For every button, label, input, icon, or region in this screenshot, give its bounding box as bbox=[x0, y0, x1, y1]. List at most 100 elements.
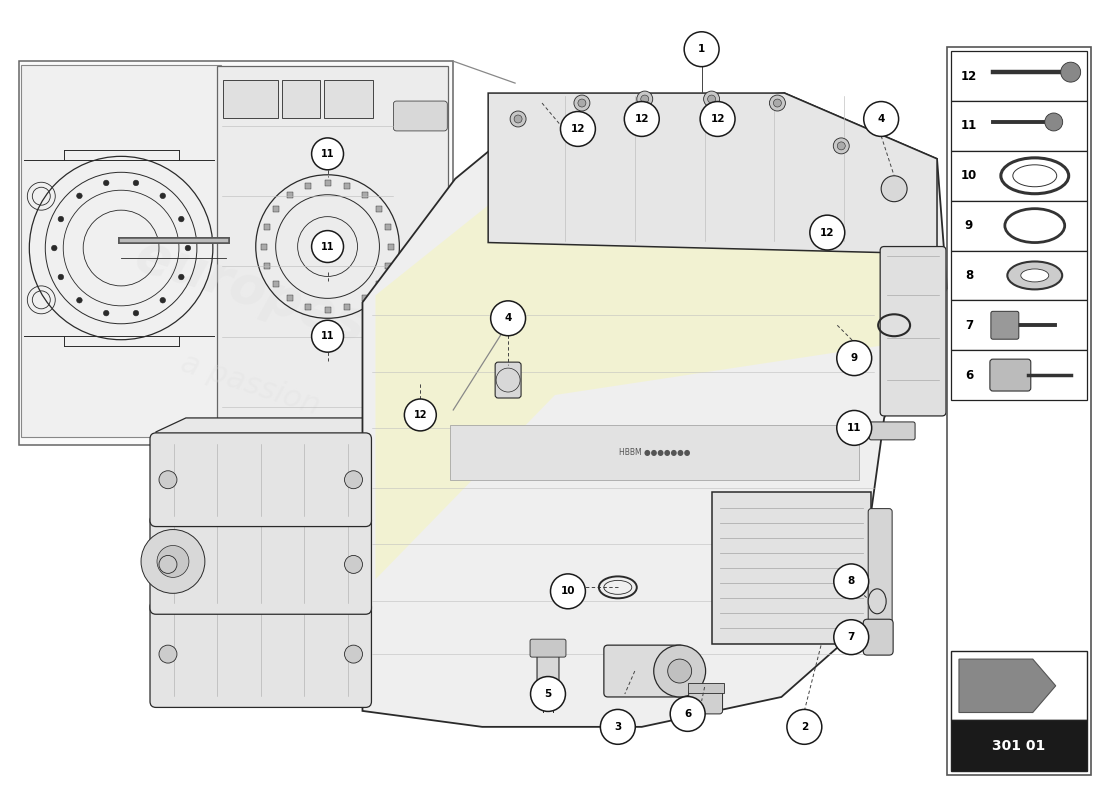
FancyBboxPatch shape bbox=[991, 311, 1019, 339]
Ellipse shape bbox=[868, 589, 887, 614]
Circle shape bbox=[574, 95, 590, 111]
Circle shape bbox=[769, 95, 785, 111]
Text: HBBM ●●●●●●●: HBBM ●●●●●●● bbox=[619, 448, 691, 458]
Text: 6: 6 bbox=[965, 369, 974, 382]
Circle shape bbox=[141, 530, 205, 594]
FancyBboxPatch shape bbox=[150, 514, 372, 614]
FancyBboxPatch shape bbox=[990, 359, 1031, 391]
FancyBboxPatch shape bbox=[21, 65, 221, 437]
Circle shape bbox=[344, 645, 363, 663]
FancyBboxPatch shape bbox=[394, 332, 448, 362]
Circle shape bbox=[344, 470, 363, 489]
Circle shape bbox=[160, 555, 177, 574]
FancyBboxPatch shape bbox=[530, 639, 566, 657]
FancyBboxPatch shape bbox=[150, 601, 372, 707]
FancyBboxPatch shape bbox=[323, 80, 373, 118]
Polygon shape bbox=[363, 93, 947, 727]
FancyBboxPatch shape bbox=[394, 101, 448, 131]
FancyBboxPatch shape bbox=[880, 246, 946, 416]
Circle shape bbox=[157, 546, 189, 578]
Text: 12: 12 bbox=[635, 114, 649, 124]
FancyBboxPatch shape bbox=[264, 224, 270, 230]
Circle shape bbox=[707, 95, 716, 103]
FancyBboxPatch shape bbox=[20, 61, 453, 445]
FancyBboxPatch shape bbox=[344, 304, 350, 310]
FancyBboxPatch shape bbox=[394, 402, 448, 432]
Text: 11: 11 bbox=[321, 331, 334, 342]
Text: 12: 12 bbox=[711, 114, 725, 124]
FancyBboxPatch shape bbox=[305, 183, 311, 189]
Circle shape bbox=[58, 274, 64, 280]
Circle shape bbox=[786, 710, 822, 744]
FancyBboxPatch shape bbox=[362, 295, 369, 301]
Text: 12: 12 bbox=[820, 227, 835, 238]
FancyBboxPatch shape bbox=[712, 492, 871, 644]
Circle shape bbox=[773, 99, 781, 107]
FancyBboxPatch shape bbox=[604, 645, 684, 697]
FancyBboxPatch shape bbox=[864, 619, 893, 655]
Circle shape bbox=[530, 677, 565, 711]
Text: 12: 12 bbox=[960, 70, 977, 82]
Circle shape bbox=[491, 301, 526, 336]
FancyBboxPatch shape bbox=[952, 300, 1087, 350]
FancyBboxPatch shape bbox=[287, 295, 293, 301]
FancyBboxPatch shape bbox=[385, 224, 392, 230]
FancyBboxPatch shape bbox=[952, 101, 1087, 151]
FancyBboxPatch shape bbox=[324, 307, 331, 314]
Circle shape bbox=[311, 138, 343, 170]
Text: 9: 9 bbox=[965, 219, 974, 232]
Text: 6: 6 bbox=[684, 709, 691, 719]
Text: 5: 5 bbox=[544, 689, 551, 699]
Circle shape bbox=[133, 310, 139, 316]
FancyBboxPatch shape bbox=[376, 281, 382, 287]
Polygon shape bbox=[375, 156, 884, 579]
Circle shape bbox=[881, 176, 907, 202]
FancyBboxPatch shape bbox=[273, 206, 279, 212]
Circle shape bbox=[837, 410, 871, 446]
Circle shape bbox=[514, 115, 522, 123]
Text: 4: 4 bbox=[878, 114, 884, 124]
Circle shape bbox=[704, 91, 719, 107]
Circle shape bbox=[311, 230, 343, 262]
Text: 301 01: 301 01 bbox=[992, 738, 1045, 753]
Circle shape bbox=[405, 399, 437, 431]
Circle shape bbox=[837, 142, 845, 150]
FancyBboxPatch shape bbox=[261, 243, 266, 250]
Text: 9: 9 bbox=[850, 353, 858, 363]
Text: 1: 1 bbox=[698, 44, 705, 54]
Polygon shape bbox=[488, 93, 937, 288]
Circle shape bbox=[160, 193, 165, 198]
Circle shape bbox=[653, 645, 705, 697]
Ellipse shape bbox=[1021, 269, 1048, 282]
Text: 7: 7 bbox=[847, 632, 855, 642]
Text: 11: 11 bbox=[847, 423, 861, 433]
Circle shape bbox=[670, 697, 705, 731]
FancyBboxPatch shape bbox=[952, 350, 1087, 400]
Circle shape bbox=[834, 564, 869, 599]
Circle shape bbox=[311, 320, 343, 352]
Text: 10: 10 bbox=[561, 586, 575, 596]
Polygon shape bbox=[959, 659, 1056, 713]
Text: europes: europes bbox=[495, 242, 804, 398]
FancyBboxPatch shape bbox=[495, 362, 521, 398]
FancyBboxPatch shape bbox=[362, 192, 369, 198]
Text: a passion: a passion bbox=[177, 349, 324, 422]
FancyBboxPatch shape bbox=[952, 651, 1087, 721]
Circle shape bbox=[625, 102, 659, 137]
Circle shape bbox=[133, 180, 139, 186]
Circle shape bbox=[510, 111, 526, 127]
FancyBboxPatch shape bbox=[376, 206, 382, 212]
Circle shape bbox=[77, 298, 82, 303]
FancyBboxPatch shape bbox=[952, 250, 1087, 300]
Text: 11: 11 bbox=[960, 119, 977, 133]
FancyBboxPatch shape bbox=[305, 304, 311, 310]
Circle shape bbox=[561, 111, 595, 146]
FancyBboxPatch shape bbox=[217, 66, 449, 437]
Circle shape bbox=[344, 555, 363, 574]
FancyBboxPatch shape bbox=[688, 683, 724, 693]
Circle shape bbox=[178, 274, 184, 280]
FancyBboxPatch shape bbox=[537, 644, 559, 702]
FancyBboxPatch shape bbox=[388, 243, 395, 250]
Circle shape bbox=[684, 32, 719, 66]
FancyBboxPatch shape bbox=[282, 80, 320, 118]
